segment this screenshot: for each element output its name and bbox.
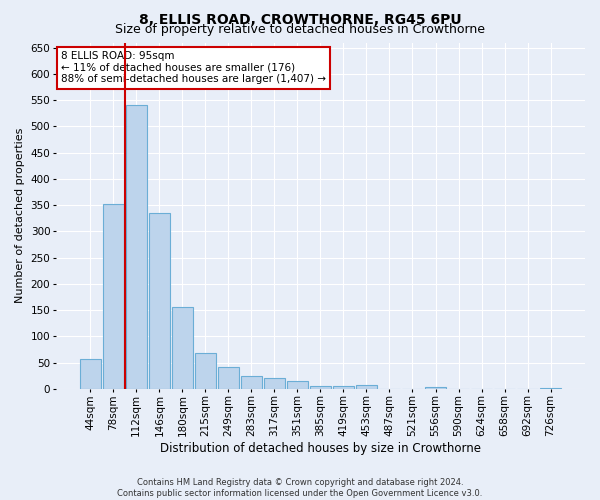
Bar — [356, 385, 377, 389]
Bar — [103, 204, 124, 389]
Bar — [126, 106, 146, 389]
Bar — [149, 213, 170, 389]
Bar — [80, 359, 101, 389]
Bar — [333, 386, 354, 389]
Bar — [195, 353, 216, 389]
Text: 8, ELLIS ROAD, CROWTHORNE, RG45 6PU: 8, ELLIS ROAD, CROWTHORNE, RG45 6PU — [139, 12, 461, 26]
Y-axis label: Number of detached properties: Number of detached properties — [15, 128, 25, 304]
Bar — [310, 386, 331, 389]
Text: Contains HM Land Registry data © Crown copyright and database right 2024.
Contai: Contains HM Land Registry data © Crown c… — [118, 478, 482, 498]
Bar — [172, 308, 193, 389]
Bar — [425, 386, 446, 389]
X-axis label: Distribution of detached houses by size in Crowthorne: Distribution of detached houses by size … — [160, 442, 481, 455]
Bar — [218, 366, 239, 389]
Bar — [264, 378, 285, 389]
Text: 8 ELLIS ROAD: 95sqm
← 11% of detached houses are smaller (176)
88% of semi-detac: 8 ELLIS ROAD: 95sqm ← 11% of detached ho… — [61, 51, 326, 84]
Bar — [540, 388, 561, 389]
Text: Size of property relative to detached houses in Crowthorne: Size of property relative to detached ho… — [115, 22, 485, 36]
Bar — [241, 376, 262, 389]
Bar — [287, 381, 308, 389]
